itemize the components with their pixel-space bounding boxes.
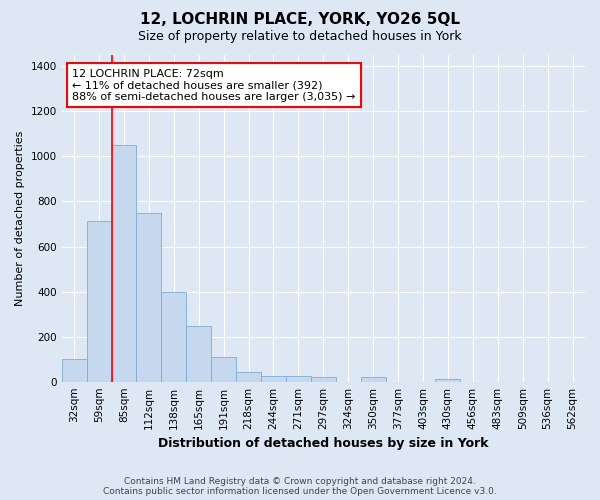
Bar (86, 220, 112, 382)
Bar (211, 357, 236, 382)
Text: Size of property relative to detached houses in York: Size of property relative to detached ho… (138, 30, 462, 43)
Y-axis label: Number of detached properties: Number of detached properties (15, 130, 25, 306)
Bar (361, 377, 386, 382)
Bar (311, 377, 336, 382)
Bar (436, 380, 460, 382)
Bar (186, 326, 211, 382)
Bar (236, 372, 261, 382)
Bar (136, 212, 161, 382)
X-axis label: Distribution of detached houses by size in York: Distribution of detached houses by size … (158, 437, 488, 450)
Bar (161, 292, 186, 382)
Bar (112, 145, 136, 382)
Bar (62, 359, 86, 382)
Bar (286, 376, 311, 382)
Text: Contains HM Land Registry data © Crown copyright and database right 2024.
Contai: Contains HM Land Registry data © Crown c… (103, 476, 497, 496)
Bar (261, 376, 286, 382)
Text: 12, LOCHRIN PLACE, YORK, YO26 5QL: 12, LOCHRIN PLACE, YORK, YO26 5QL (140, 12, 460, 28)
Text: 12 LOCHRIN PLACE: 72sqm
← 11% of detached houses are smaller (392)
88% of semi-d: 12 LOCHRIN PLACE: 72sqm ← 11% of detache… (72, 68, 356, 102)
